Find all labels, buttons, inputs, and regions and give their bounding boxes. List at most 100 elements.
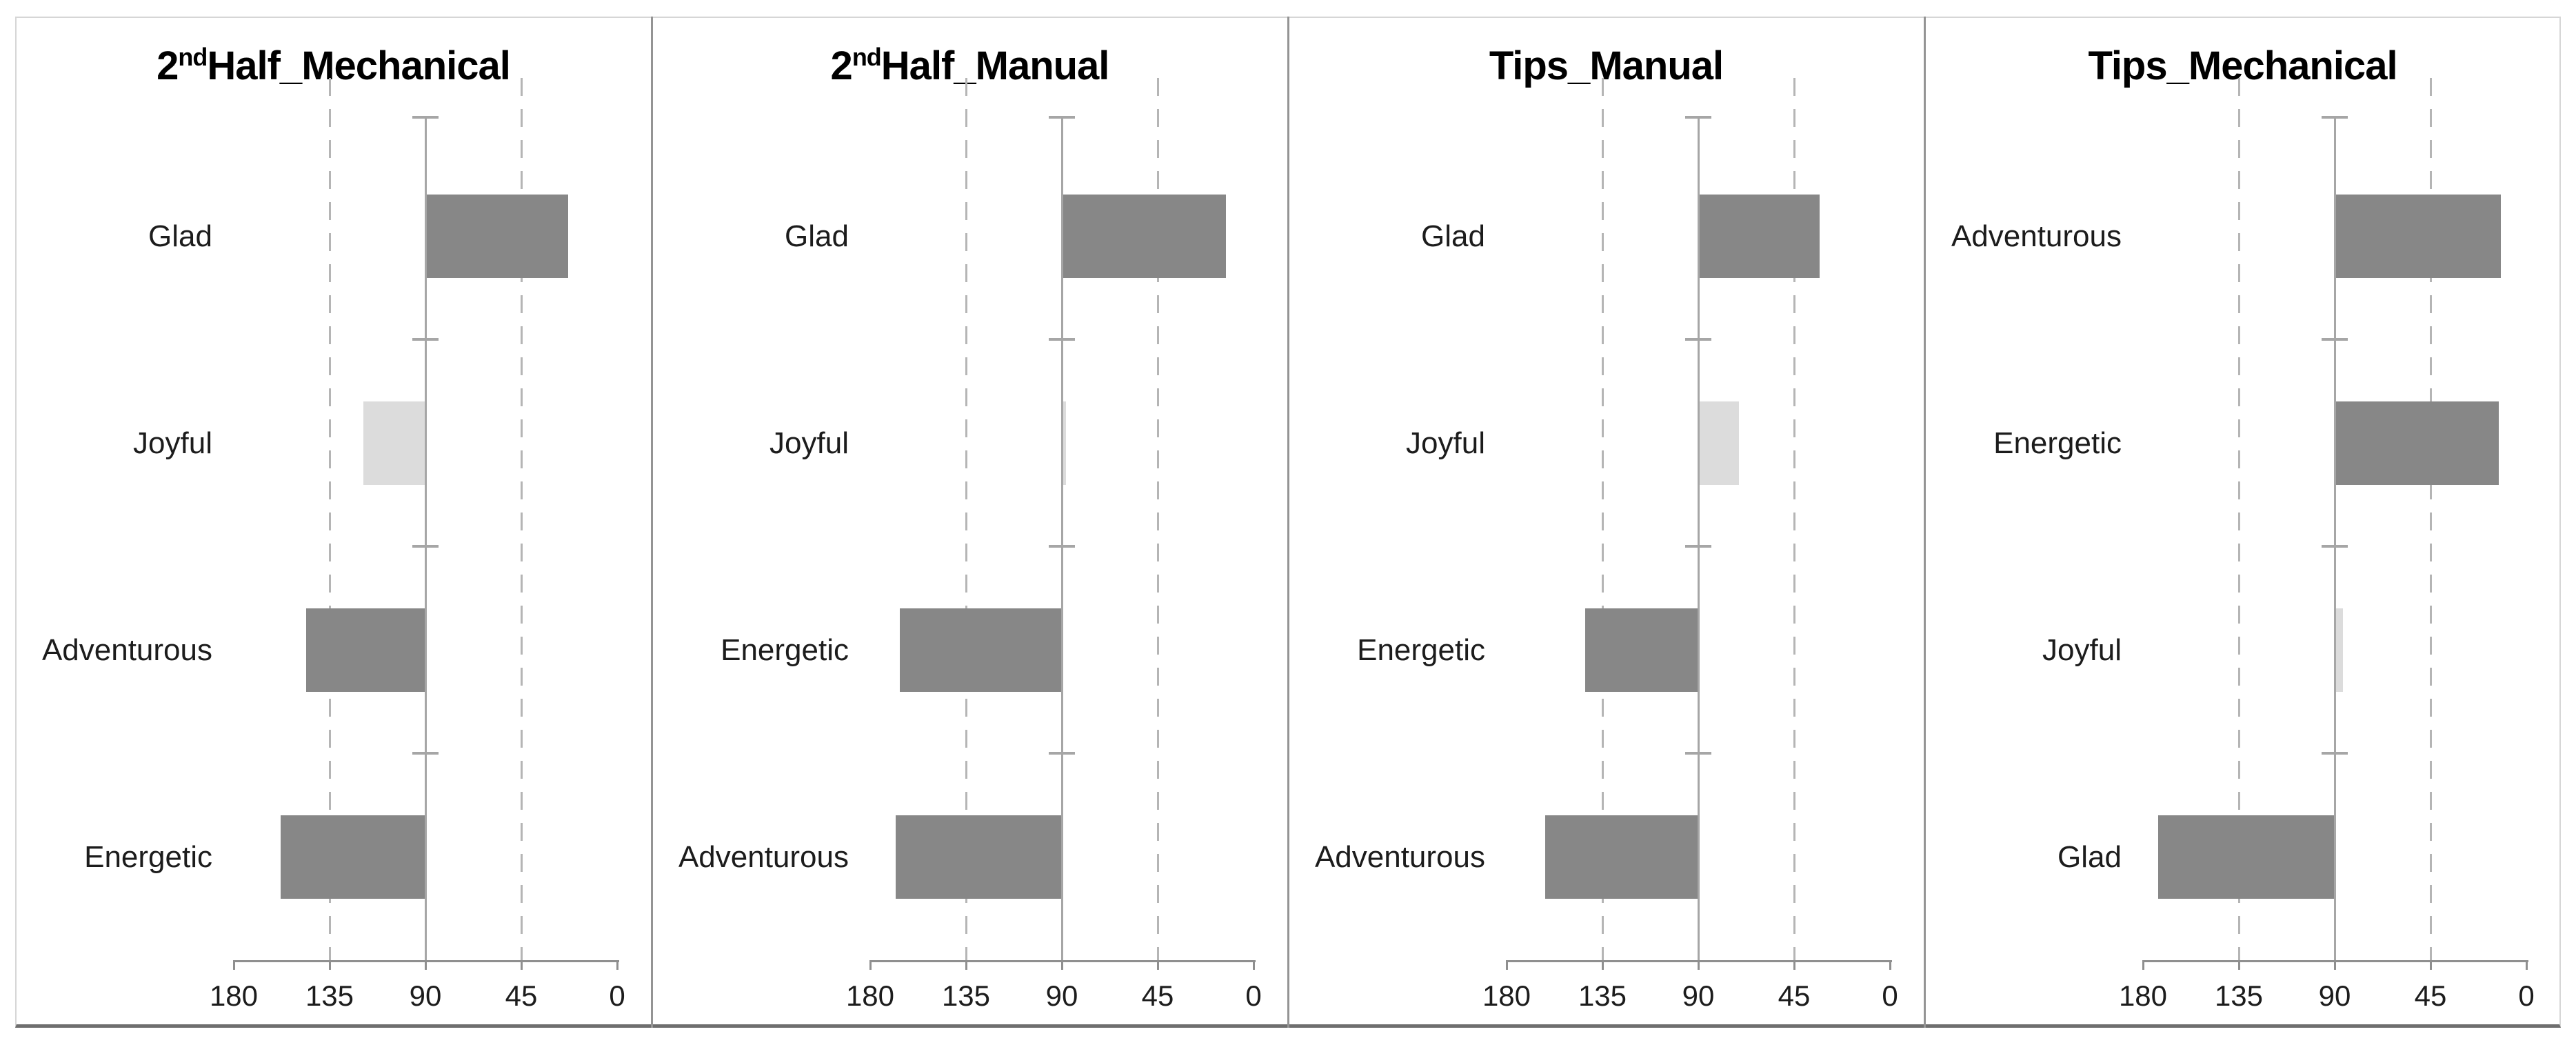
reference-line-90 (2334, 117, 2336, 960)
x-axis-tick-label: 90 (1682, 979, 1715, 1012)
gridline-135 (328, 78, 331, 960)
bar-joyful (1698, 401, 1739, 485)
category-label-energetic: Energetic (1993, 426, 2122, 460)
x-axis-tick-45 (1156, 960, 1159, 970)
error-bar-cap (1049, 752, 1075, 755)
gridline-45 (2429, 78, 2432, 960)
x-axis-tick-135 (965, 960, 967, 970)
chart-title-main: Tips_Manual (1489, 43, 1724, 88)
x-axis-tick-label: 0 (609, 979, 625, 1012)
gridline-135 (2237, 78, 2240, 960)
bar-energetic (1585, 608, 1698, 692)
gridline-45 (1156, 78, 1159, 960)
x-axis-tick-45 (520, 960, 523, 970)
x-axis-tick-135 (1601, 960, 1604, 970)
error-bar-cap (1685, 545, 1711, 548)
chart-title: Tips_Manual (1288, 43, 1924, 89)
chart-title: Tips_Mechanical (1924, 43, 2561, 89)
x-axis-tick-label: 45 (1778, 979, 1811, 1012)
x-axis-tick-0 (2526, 960, 2528, 970)
x-axis-tick-45 (2429, 960, 2432, 970)
chart-title-prefix: 2 (830, 43, 853, 88)
x-axis-tick-label: 45 (1141, 979, 1174, 1012)
category-label-joyful: Joyful (133, 426, 212, 460)
bar-adventurous (2335, 195, 2501, 278)
gridline-135 (965, 78, 967, 960)
error-bar-cap (412, 338, 439, 341)
bar-glad (1698, 195, 1820, 278)
bar-energetic (280, 815, 425, 899)
x-axis-tick-180 (1505, 960, 1508, 970)
error-bar-cap (2322, 752, 2348, 755)
x-axis-tick-180 (869, 960, 872, 970)
category-label-joyful: Joyful (1406, 426, 1485, 460)
chart-title-main: Half_Manual (881, 43, 1110, 88)
bar-adventurous (1544, 815, 1698, 899)
error-bar-cap (2322, 545, 2348, 548)
x-axis-tick-0 (616, 960, 618, 970)
bar-adventurous (896, 815, 1062, 899)
bar-glad (1062, 195, 1226, 278)
chart-title-superscript: nd (178, 43, 208, 71)
x-axis-tick-label: 90 (409, 979, 442, 1012)
x-axis-tick-label: 90 (1045, 979, 1078, 1012)
x-axis-tick-180 (232, 960, 235, 970)
x-axis-tick-135 (328, 960, 331, 970)
error-bar-cap (412, 116, 439, 119)
x-axis-tick-label: 45 (505, 979, 538, 1012)
x-axis-tick-label: 180 (209, 979, 259, 1012)
category-label-glad: Glad (2057, 840, 2122, 874)
bar-joyful (363, 401, 425, 485)
chart-panel-tips-mechanical: Tips_Mechanical Adventurous Energetic Joyfu… (1924, 17, 2561, 1028)
x-axis-tick-label: 135 (2214, 979, 2264, 1012)
x-axis-tick-90 (1060, 960, 1063, 970)
x-axis-tick-label: 0 (1882, 979, 1898, 1012)
error-bar-cap (1049, 338, 1075, 341)
category-label-joyful: Joyful (2042, 633, 2122, 667)
error-bar-cap (1049, 545, 1075, 548)
x-axis-tick-label: 0 (1245, 979, 1262, 1012)
x-axis-tick-label: 180 (2118, 979, 2168, 1012)
bar-joyful (2335, 608, 2344, 692)
error-bar-cap (412, 752, 439, 755)
x-axis-tick-0 (1253, 960, 1255, 970)
chart-panel-tips-manual: Tips_Manual Glad Joyful Energetic Adventurou… (1288, 17, 1924, 1028)
error-bar-cap (2322, 116, 2348, 119)
x-axis-tick-label: 135 (1578, 979, 1627, 1012)
category-label-joyful: Joyful (769, 426, 849, 460)
gridline-135 (1601, 78, 1604, 960)
bar-energetic (900, 608, 1062, 692)
panel-separator (651, 17, 653, 1028)
reference-line-90 (1061, 117, 1063, 960)
chart-panel-2ndhalf-mechanical: 2ndHalf_Mechanical Glad Joyful Adventurous E… (15, 17, 652, 1028)
error-bar-cap (1049, 116, 1075, 119)
chart-title-superscript: nd (852, 43, 882, 71)
panel-separator (1924, 17, 1926, 1028)
x-axis-tick-90 (1697, 960, 1700, 970)
x-axis-tick-label: 180 (1482, 979, 1531, 1012)
error-bar-cap (1685, 116, 1711, 119)
bar-glad (425, 195, 568, 278)
reference-line-90 (1698, 117, 1700, 960)
x-axis-tick-90 (424, 960, 427, 970)
x-axis-tick-180 (2142, 960, 2144, 970)
category-label-glad: Glad (785, 219, 849, 253)
category-label-energetic: Energetic (721, 633, 849, 667)
x-axis-tick-label: 90 (2318, 979, 2351, 1012)
bar-adventurous (306, 608, 425, 692)
error-bar-cap (412, 545, 439, 548)
error-bar-cap (1685, 338, 1711, 341)
category-label-energetic: Energetic (84, 840, 212, 874)
category-label-adventurous: Adventurous (678, 840, 849, 874)
panel-separator (1287, 17, 1289, 1028)
category-label-adventurous: Adventurous (1314, 840, 1485, 874)
chart-panel-2ndhalf-manual: 2ndHalf_Manual Glad Joyful Energetic Adventu… (652, 17, 1288, 1028)
bar-glad (2157, 815, 2335, 899)
chart-title-main: Tips_Mechanical (2088, 43, 2397, 88)
bar-joyful (1062, 401, 1067, 485)
error-bar-cap (2322, 338, 2348, 341)
gridline-45 (1793, 78, 1795, 960)
category-label-adventurous: Adventurous (1951, 219, 2122, 253)
x-axis-tick-45 (1793, 960, 1795, 970)
